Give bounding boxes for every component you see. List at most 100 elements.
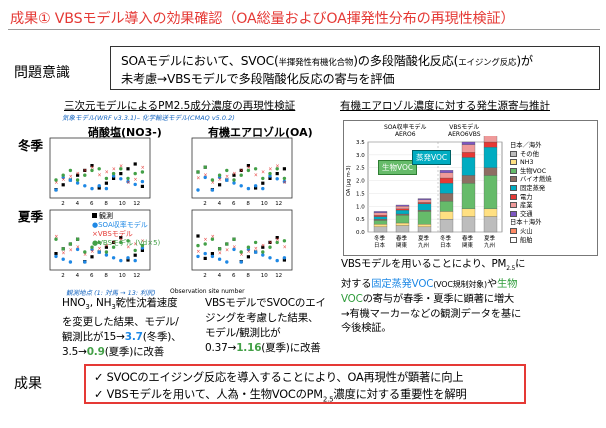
scatter-legend: 観測 ●SOA収率モデル ×VBSモデル ●VBSモデル (Vd×5) [92, 212, 160, 248]
soa-point [268, 256, 272, 260]
vbs-point: × [247, 165, 251, 171]
soa-point [54, 188, 58, 192]
obs-point [140, 184, 144, 188]
soa-point [261, 253, 265, 257]
stack-segment [483, 141, 498, 148]
legend-obs-marker [92, 213, 97, 218]
legend-swatch [510, 176, 517, 183]
summary-item-1: ✓ SVOCのエイジング反応を導入することにより、OA再現性が顕著に向上 [94, 371, 464, 384]
x-tick-label: 6 [90, 273, 94, 279]
bar-label-season: 冬季 [440, 234, 452, 242]
soa-point [203, 251, 207, 256]
x-tick-label: 8 [104, 201, 108, 207]
oa-result-text: VBSモデルでSVOCのエイ ジングを考慮した結果、 モデル/観測比が 0.37… [205, 296, 326, 356]
bar-label-season: 冬季 [374, 234, 386, 242]
legend-soa: ●SOA収率モデル [92, 221, 148, 229]
vbs-point: × [275, 164, 279, 170]
legend-item: その他 [510, 150, 551, 160]
vbs5-point [225, 168, 229, 173]
vbs-point: × [76, 171, 80, 177]
page-title: 成果① VBSモデル導入の効果確認（OA総量およびOA揮発性分布の再現性検証） [10, 11, 515, 27]
vbs-point: × [141, 165, 145, 171]
obs-point [275, 172, 279, 176]
stack-segment [373, 215, 388, 217]
vbs5-point [83, 250, 87, 254]
obs-point [140, 248, 144, 252]
soa-point [119, 258, 123, 263]
vbs5-point [126, 239, 130, 243]
legend-item: NH3 [510, 159, 551, 168]
obs-point [232, 173, 236, 177]
legend-swatch [510, 167, 517, 174]
summary-label: 成果 [14, 376, 42, 392]
no3-result-text: HNO3, NH3乾性沈着速度 を変更した結果、モデル/ 観測比が15→3.7(… [62, 296, 182, 360]
x-tick-label: 4 [218, 201, 222, 207]
vbs5-point [261, 176, 265, 181]
soa-point [210, 254, 215, 259]
obs-point [282, 258, 286, 262]
stack-segment [395, 225, 410, 233]
vbs-point: × [203, 237, 207, 243]
group-soa-label: SOA収率モデル AERO6 [384, 124, 427, 138]
x-tick-label: 8 [246, 201, 250, 207]
obs-point [119, 236, 123, 240]
vbs-point: × [112, 240, 116, 246]
stack-segment [373, 220, 388, 225]
soa-point [83, 184, 87, 188]
bar-label-season: 春季 [396, 234, 408, 242]
right-text-line-3: VOCの寄与が春季・夏季に顕著に増大 [341, 293, 515, 306]
stack-segment [439, 172, 454, 179]
vbs-point: × [112, 167, 116, 173]
soa-point [97, 184, 101, 188]
stack-segment [417, 209, 432, 212]
vbs-point: × [61, 251, 65, 257]
obs-point [112, 240, 116, 244]
problem-line-2: 未考慮→VBSモデルで多段階酸化反応の寄与を評価 [121, 72, 395, 86]
scatter-panels: × × × × × ×× × × ×× ××2 4 6 8 10 12× ×× × × × × ×× × × ××2 4 6 8 10… [49, 137, 293, 279]
stack-segment [439, 170, 454, 174]
obs-point [210, 252, 214, 256]
vbs-point: × [203, 173, 207, 179]
vbs5-point [268, 245, 272, 249]
vbs5-point [119, 240, 123, 245]
y-tick-label: 0.0 [356, 230, 365, 236]
vbs-point: × [90, 249, 94, 255]
vbs5-point [261, 250, 265, 254]
vbs-point: × [83, 252, 87, 258]
bar-label-season: 春季 [462, 234, 474, 242]
vbs5-point [282, 239, 287, 243]
soa-point [253, 184, 258, 188]
no3-summer-plot [49, 209, 151, 271]
soa-point [104, 253, 109, 257]
vbs5-point [232, 178, 236, 182]
vbs-point: × [275, 237, 279, 243]
legend-vbs5: ●VBSモデル (Vd×5) [92, 239, 161, 247]
soa-point [111, 174, 116, 178]
stack-segment [461, 144, 476, 153]
vbs5-point [196, 170, 200, 174]
season-winter: 冬季 [18, 138, 44, 153]
soa-point [133, 258, 137, 263]
obs-point [90, 164, 94, 168]
vbs-point: × [76, 245, 80, 251]
obs-point [268, 240, 272, 244]
vbs5-point [97, 240, 101, 245]
vbs5-point [104, 176, 109, 181]
obs-point [119, 172, 123, 176]
y-tick-label: 1.0 [356, 204, 365, 210]
vbs5-point [246, 245, 251, 249]
stack-segment [483, 146, 498, 168]
stack-segment [439, 218, 454, 233]
vbs5-point [217, 173, 222, 177]
summary-box: ✓ SVOCのエイジング反応を導入することにより、OA再現性が顕著に向上 ✓ V… [84, 364, 526, 404]
legend-item: 火山 [510, 227, 551, 237]
vbs5-point [217, 247, 222, 251]
vbs-point: × [141, 239, 145, 245]
right-section-heading: 有機エアロゾル濃度に対する発生源寄与推計 [340, 100, 550, 112]
y-tick-label: 3.0 [356, 153, 365, 159]
vbs5-point [203, 165, 207, 169]
stack-segment [461, 208, 476, 217]
vbs5-point [68, 242, 73, 246]
vbs-point: × [119, 237, 123, 243]
